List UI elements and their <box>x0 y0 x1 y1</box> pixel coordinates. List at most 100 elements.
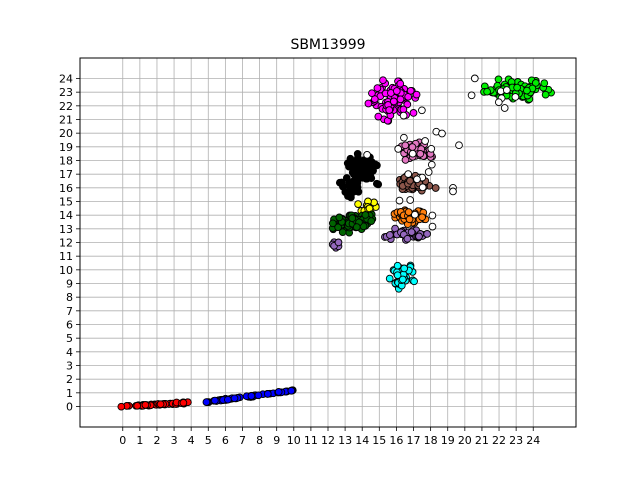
data-point <box>513 83 521 92</box>
y-tick-label: 7 <box>66 305 73 318</box>
y-tick-label: 17 <box>59 168 73 181</box>
data-point <box>224 395 232 404</box>
data-point <box>406 176 414 185</box>
y-tick-label: 5 <box>66 332 73 345</box>
data-point <box>354 153 362 162</box>
y-tick-label: 12 <box>59 237 73 250</box>
y-tick-label: 14 <box>59 209 73 222</box>
data-point <box>405 215 414 224</box>
y-tick-label: 20 <box>59 127 73 140</box>
x-tick-label: 10 <box>287 434 301 447</box>
x-tick-label: 7 <box>239 434 246 447</box>
grid-lines <box>80 58 576 427</box>
series-group <box>364 76 421 125</box>
data-point <box>385 106 394 114</box>
data-point <box>500 104 509 112</box>
data-point <box>393 261 402 270</box>
data-point <box>393 271 402 280</box>
x-tick-label: 23 <box>509 434 523 447</box>
y-tick-label: 16 <box>59 182 73 195</box>
data-point <box>287 386 296 395</box>
data-point <box>354 163 363 172</box>
data-point <box>403 234 412 243</box>
x-tick-label: 16 <box>389 434 403 447</box>
data-point <box>399 111 408 120</box>
data-point <box>354 200 362 208</box>
series-group <box>328 210 377 237</box>
data-point <box>412 90 421 99</box>
data-point <box>364 163 373 171</box>
y-tick-label: 0 <box>66 401 73 414</box>
data-point <box>394 145 403 153</box>
x-tick-label: 11 <box>304 434 318 447</box>
data-point <box>541 90 550 99</box>
data-point <box>156 400 165 409</box>
y-tick-label: 1 <box>66 387 73 400</box>
data-point <box>141 401 150 409</box>
data-point <box>337 178 346 187</box>
data-point <box>418 213 426 222</box>
data-point <box>428 222 437 231</box>
y-tick-label: 24 <box>59 73 73 86</box>
data-points <box>117 74 555 411</box>
y-tick-label: 15 <box>59 196 73 209</box>
y-tick-label: 9 <box>66 278 73 291</box>
data-point <box>274 388 283 396</box>
data-point <box>230 394 239 403</box>
data-point <box>523 86 531 95</box>
data-point <box>202 398 211 406</box>
y-tick-label: 11 <box>59 250 73 263</box>
data-point <box>421 137 429 145</box>
x-tick-label: 15 <box>372 434 386 447</box>
data-point <box>494 98 503 107</box>
series-group <box>202 386 297 406</box>
series-group <box>117 398 192 411</box>
data-point <box>467 91 476 100</box>
data-point <box>361 211 370 219</box>
series-group <box>328 224 431 252</box>
x-tick-label: 9 <box>273 434 280 447</box>
y-tick-label: 19 <box>59 141 73 154</box>
data-point <box>133 401 142 410</box>
data-point <box>409 109 418 117</box>
data-point <box>406 86 415 95</box>
x-tick-label: 1 <box>136 434 143 447</box>
data-point <box>364 99 373 108</box>
data-point <box>531 79 540 87</box>
data-point <box>406 196 415 204</box>
x-tick-label: 2 <box>153 434 160 447</box>
y-tick-label: 2 <box>66 373 73 386</box>
y-tick-label: 21 <box>59 114 73 127</box>
data-point <box>416 149 425 158</box>
data-point <box>334 223 342 232</box>
data-point <box>427 160 436 169</box>
data-point <box>400 133 408 142</box>
data-point <box>367 217 376 225</box>
data-point <box>494 75 503 84</box>
data-point <box>404 170 413 178</box>
data-point <box>117 402 126 411</box>
data-point <box>438 129 446 138</box>
series-group <box>395 171 440 195</box>
x-tick-label: 19 <box>441 434 455 447</box>
data-point <box>348 214 357 223</box>
data-point <box>334 238 343 247</box>
data-point <box>403 100 412 109</box>
data-point <box>455 141 463 150</box>
data-point <box>400 264 409 273</box>
data-point <box>385 274 394 283</box>
data-point <box>247 392 256 400</box>
data-point <box>511 93 520 101</box>
data-point <box>415 232 423 241</box>
data-point <box>338 228 347 237</box>
x-tick-label: 6 <box>222 434 229 447</box>
data-point <box>392 87 401 95</box>
y-tick-label: 22 <box>59 100 73 113</box>
x-tick-label: 3 <box>171 434 178 447</box>
x-tick-label: 8 <box>256 434 263 447</box>
data-point <box>373 84 382 92</box>
data-point <box>363 150 371 159</box>
data-point <box>335 213 344 222</box>
data-point <box>418 183 427 192</box>
